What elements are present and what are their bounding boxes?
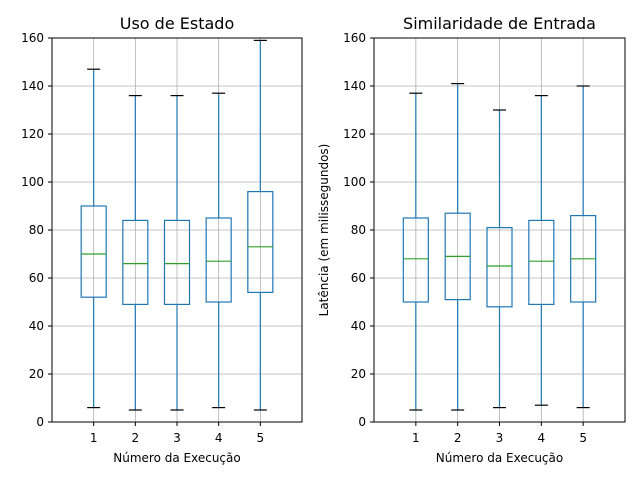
y-tick-label: 0 xyxy=(358,415,366,429)
box-4 xyxy=(528,94,555,406)
chart-title: Uso de Estado xyxy=(120,14,234,33)
box-3 xyxy=(486,109,513,409)
x-tick-label: 2 xyxy=(132,431,140,445)
x-axis-label: Número da Execução xyxy=(436,451,563,465)
box-1 xyxy=(402,92,429,411)
box-iqr xyxy=(402,217,429,303)
y-tick-label: 100 xyxy=(343,175,366,189)
box-iqr xyxy=(486,227,513,308)
chart-panel-1: 1 2 3 4 5 0 20 40 60 80 100 120 140 160 Uso de Estado N… xyxy=(21,14,303,465)
box-iqr xyxy=(205,217,232,303)
y-tick-label: 0 xyxy=(36,415,44,429)
y-tick-label: 80 xyxy=(29,223,44,237)
y-tick-label: 20 xyxy=(351,367,366,381)
x-tick-label: 5 xyxy=(579,431,587,445)
x-tick-label: 1 xyxy=(90,431,98,445)
y-tick-label: 40 xyxy=(351,319,366,333)
box-iqr xyxy=(247,191,274,294)
chart-title: Similaridade de Entrada xyxy=(403,14,596,33)
box-4 xyxy=(205,92,232,409)
x-tick-label: 3 xyxy=(496,431,504,445)
y-tick-label: 60 xyxy=(29,271,44,285)
x-tick-label: 4 xyxy=(215,431,223,445)
y-tick-label: 160 xyxy=(343,31,366,45)
x-tick-label: 5 xyxy=(257,431,265,445)
y-tick-label: 120 xyxy=(343,127,366,141)
box-2 xyxy=(444,82,471,411)
x-tick-label: 2 xyxy=(454,431,462,445)
y-tick-label: 140 xyxy=(21,79,44,93)
x-tick-label: 1 xyxy=(412,431,420,445)
y-tick-label: 40 xyxy=(29,319,44,333)
y-tick-label: 160 xyxy=(21,31,44,45)
y-tick-label: 20 xyxy=(29,367,44,381)
y-axis-label: Latência (em milissegundos) xyxy=(317,144,331,317)
box-iqr xyxy=(528,219,555,305)
y-tick-label: 100 xyxy=(21,175,44,189)
box-5 xyxy=(247,39,274,411)
y-tick-label: 140 xyxy=(343,79,366,93)
chart-panel-2: 1 2 3 4 5 0 20 40 60 80 100 120 140 160 Similaridade d… xyxy=(317,14,626,465)
x-tick-label: 3 xyxy=(173,431,181,445)
box-iqr xyxy=(163,219,191,305)
box-iqr xyxy=(122,219,149,305)
box-2 xyxy=(122,94,149,411)
x-axis-label: Número da Execução xyxy=(113,451,240,465)
y-tick-label: 60 xyxy=(351,271,366,285)
box-1 xyxy=(80,68,107,409)
y-tick-label: 80 xyxy=(351,223,366,237)
box-5 xyxy=(570,85,597,409)
box-3 xyxy=(163,94,191,411)
x-tick-label: 4 xyxy=(538,431,546,445)
box-iqr xyxy=(80,205,107,298)
y-tick-label: 120 xyxy=(21,127,44,141)
